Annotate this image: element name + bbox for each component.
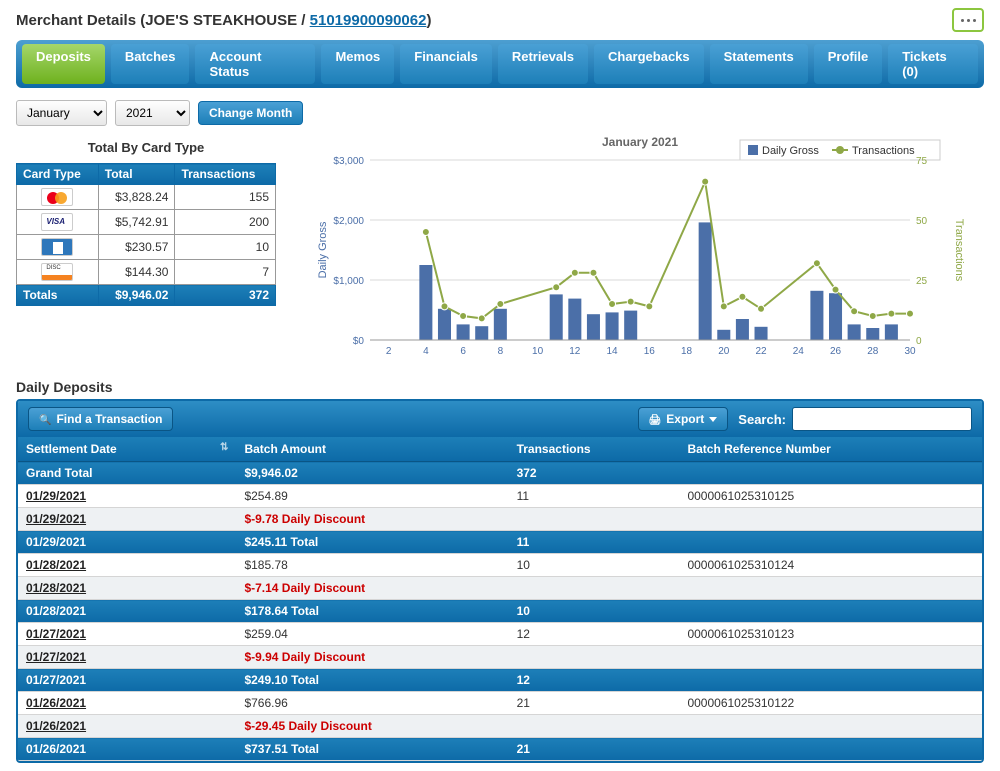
deposit-row: 01/27/2021$-9.94 Daily Discount	[18, 646, 982, 669]
svg-text:20: 20	[718, 346, 730, 357]
amex-icon	[41, 238, 73, 256]
date-link[interactable]: 01/27/2021	[26, 650, 86, 664]
date-link[interactable]: 01/26/2021	[26, 696, 86, 710]
tab-batches[interactable]: Batches	[111, 44, 190, 84]
deposit-row: 01/26/2021$-29.45 Daily Discount	[18, 715, 982, 738]
search-label: Search:	[738, 412, 786, 427]
page-header: Merchant Details (JOE'S STEAKHOUSE / 510…	[16, 8, 984, 32]
svg-text:50: 50	[916, 216, 928, 227]
card-type-row: $3,828.24155	[17, 185, 276, 210]
tab-financials[interactable]: Financials	[400, 44, 492, 84]
tab-retrievals[interactable]: Retrievals	[498, 44, 588, 84]
tab-account-status[interactable]: Account Status	[195, 44, 315, 84]
deposit-row: 01/28/2021$-7.14 Daily Discount	[18, 577, 982, 600]
svg-text:75: 75	[916, 156, 928, 167]
chart-panel: January 2021 Daily Gross Transactions $0 $1,…	[296, 134, 984, 367]
tab-memos[interactable]: Memos	[321, 44, 394, 84]
card-type-row: $230.5710	[17, 235, 276, 260]
tab-statements[interactable]: Statements	[710, 44, 808, 84]
svg-text:6: 6	[460, 346, 466, 357]
svg-text:Transactions: Transactions	[953, 219, 965, 282]
card-type-row: $144.307	[17, 260, 276, 285]
date-link[interactable]: 01/28/2021	[26, 558, 86, 572]
svg-text:$2,000: $2,000	[333, 216, 364, 227]
tab-deposits[interactable]: Deposits	[22, 44, 105, 84]
deposit-row: 01/27/2021$259.04120000061025310123	[18, 623, 982, 646]
search-icon	[39, 412, 51, 426]
card-type-row: $5,742.91200	[17, 210, 276, 235]
column-header[interactable]: Settlement Date	[18, 437, 236, 462]
grand-total-row: Grand Total$9,946.02372	[18, 462, 982, 485]
deposits-toolbar: Find a Transaction Export Search:	[18, 401, 982, 437]
column-header[interactable]: Batch Amount	[236, 437, 508, 462]
tab-chargebacks[interactable]: Chargebacks	[594, 44, 704, 84]
card-type-panel: Total By Card Type Card TypeTotalTransac…	[16, 134, 276, 367]
svg-text:Daily Gross: Daily Gross	[317, 221, 329, 278]
page-title: Merchant Details (JOE'S STEAKHOUSE / 510…	[16, 12, 431, 29]
mc-icon	[41, 188, 73, 206]
card-type-table: Card TypeTotalTransactions $3,828.24155$…	[16, 163, 276, 306]
daily-deposits-title: Daily Deposits	[16, 379, 984, 395]
deposit-row: 01/29/2021$254.89110000061025310125	[18, 485, 982, 508]
svg-text:$0: $0	[353, 336, 365, 347]
card-type-totals-row: Totals$9,946.02372	[17, 285, 276, 306]
filter-row: January 2021 Change Month	[16, 100, 984, 126]
svg-text:14: 14	[607, 346, 619, 357]
year-select[interactable]: 2021	[115, 100, 190, 126]
svg-text:18: 18	[681, 346, 693, 357]
card-type-title: Total By Card Type	[16, 140, 276, 155]
search-input[interactable]	[792, 407, 972, 431]
change-month-button[interactable]: Change Month	[198, 101, 303, 125]
merchant-id-link[interactable]: 51019900090062	[310, 12, 427, 29]
svg-text:$3,000: $3,000	[333, 156, 364, 167]
disc-icon	[41, 263, 73, 281]
visa-icon	[41, 213, 73, 231]
svg-text:2: 2	[386, 346, 392, 357]
deposit-row: 01/26/2021$766.96210000061025310122	[18, 692, 982, 715]
deposit-row: 01/29/2021$245.11 Total11	[18, 531, 982, 554]
find-transaction-button[interactable]: Find a Transaction	[28, 407, 173, 431]
svg-text:10: 10	[532, 346, 544, 357]
svg-text:26: 26	[830, 346, 842, 357]
deposit-row: 01/28/2021$178.64 Total10	[18, 600, 982, 623]
svg-text:12: 12	[569, 346, 581, 357]
svg-text:January 2021: January 2021	[602, 135, 678, 149]
more-actions-button[interactable]	[952, 8, 984, 32]
svg-text:$1,000: $1,000	[333, 276, 364, 287]
column-header[interactable]: Batch Reference Number	[679, 437, 982, 462]
svg-text:16: 16	[644, 346, 656, 357]
daily-deposits-panel: Find a Transaction Export Search: Settle…	[16, 399, 984, 763]
date-link[interactable]: 01/29/2021	[26, 512, 86, 526]
date-link[interactable]: 01/27/2021	[26, 627, 86, 641]
export-icon	[649, 412, 662, 426]
export-button[interactable]: Export	[638, 407, 729, 431]
date-link[interactable]: 01/26/2021	[26, 719, 86, 733]
date-link[interactable]: 01/29/2021	[26, 489, 86, 503]
svg-text:4: 4	[423, 346, 429, 357]
tab-tickets-0-[interactable]: Tickets (0)	[888, 44, 978, 84]
deposit-row: 01/27/2021$249.10 Total12	[18, 669, 982, 692]
month-select[interactable]: January	[16, 100, 107, 126]
deposit-row: 01/28/2021$185.78100000061025310124	[18, 554, 982, 577]
date-link[interactable]: 01/28/2021	[26, 581, 86, 595]
svg-text:25: 25	[916, 276, 928, 287]
deposits-chart: January 2021 Daily Gross Transactions $0 $1,…	[296, 134, 984, 364]
svg-text:24: 24	[793, 346, 805, 357]
svg-text:22: 22	[755, 346, 767, 357]
deposit-row: 01/29/2021$-9.78 Daily Discount	[18, 508, 982, 531]
svg-text:Daily Gross: Daily Gross	[762, 145, 819, 157]
column-header[interactable]: Transactions	[509, 437, 680, 462]
deposits-table: Settlement DateBatch AmountTransactionsB…	[18, 437, 982, 761]
chevron-down-icon	[709, 417, 717, 422]
svg-text:8: 8	[498, 346, 504, 357]
deposit-row: 01/26/2021$737.51 Total21	[18, 738, 982, 761]
svg-text:Transactions: Transactions	[852, 145, 915, 157]
svg-text:0: 0	[916, 336, 922, 347]
svg-text:30: 30	[904, 346, 916, 357]
tab-profile[interactable]: Profile	[814, 44, 882, 84]
tabs-bar: DepositsBatchesAccount StatusMemosFinanc…	[16, 40, 984, 88]
svg-text:28: 28	[867, 346, 879, 357]
